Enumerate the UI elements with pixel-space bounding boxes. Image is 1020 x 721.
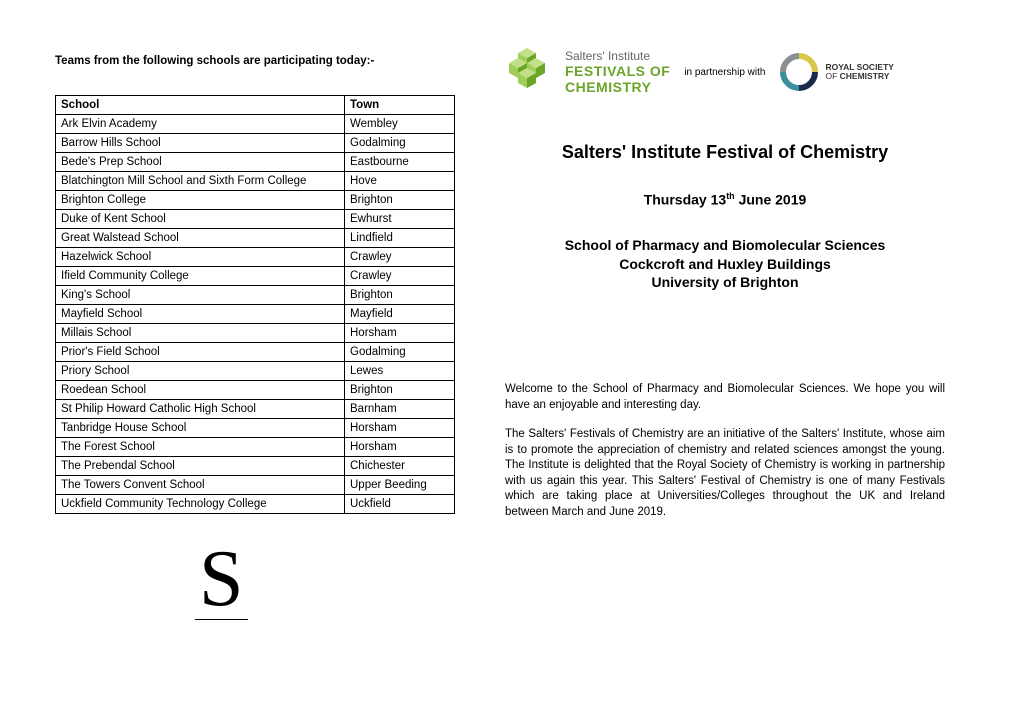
cell-school: Ifield Community College bbox=[56, 267, 345, 286]
welcome-paragraph: Welcome to the School of Pharmacy and Bi… bbox=[505, 382, 945, 413]
schools-table: School Town Ark Elvin AcademyWembleyBarr… bbox=[55, 95, 455, 514]
cell-town: Brighton bbox=[345, 191, 455, 210]
cell-town: Godalming bbox=[345, 134, 455, 153]
cell-town: Mayfield bbox=[345, 305, 455, 324]
table-row: Tanbridge House SchoolHorsham bbox=[56, 419, 455, 438]
date-post: June 2019 bbox=[735, 192, 807, 208]
cell-school: Hazelwick School bbox=[56, 248, 345, 267]
table-row: Great Walstead SchoolLindfield bbox=[56, 229, 455, 248]
about-paragraph: The Salters' Festivals of Chemistry are … bbox=[505, 427, 945, 520]
cell-town: Barnham bbox=[345, 400, 455, 419]
salters-logo-line2: FESTIVALS OF bbox=[565, 63, 670, 79]
date-sup: th bbox=[726, 191, 735, 201]
cell-town: Horsham bbox=[345, 324, 455, 343]
cell-school: Priory School bbox=[56, 362, 345, 381]
cube-icon bbox=[505, 47, 555, 97]
cell-town: Crawley bbox=[345, 248, 455, 267]
cell-school: Brighton College bbox=[56, 191, 345, 210]
cell-town: Horsham bbox=[345, 438, 455, 457]
table-row: The Prebendal SchoolChichester bbox=[56, 457, 455, 476]
venue-line1: School of Pharmacy and Biomolecular Scie… bbox=[505, 236, 945, 255]
venue-line2: Cockcroft and Huxley Buildings bbox=[505, 255, 945, 274]
cell-town: Crawley bbox=[345, 267, 455, 286]
cell-town: Wembley bbox=[345, 115, 455, 134]
venue-line3: University of Brighton bbox=[505, 273, 945, 292]
cell-school: The Forest School bbox=[56, 438, 345, 457]
cell-town: Hove bbox=[345, 172, 455, 191]
table-row: The Towers Convent SchoolUpper Beeding bbox=[56, 476, 455, 495]
cell-school: The Towers Convent School bbox=[56, 476, 345, 495]
table-row: Blatchington Mill School and Sixth Form … bbox=[56, 172, 455, 191]
table-row: Uckfield Community Technology CollegeUck… bbox=[56, 495, 455, 514]
table-header-row: School Town bbox=[56, 96, 455, 115]
salters-logo-line1: Salters' Institute bbox=[565, 49, 670, 63]
intro-line: Teams from the following schools are par… bbox=[55, 55, 455, 67]
table-row: Prior's Field SchoolGodalming bbox=[56, 343, 455, 362]
cell-town: Ewhurst bbox=[345, 210, 455, 229]
cell-school: Millais School bbox=[56, 324, 345, 343]
cell-town: Uckfield bbox=[345, 495, 455, 514]
cell-school: Barrow Hills School bbox=[56, 134, 345, 153]
cell-school: The Prebendal School bbox=[56, 457, 345, 476]
table-row: Barrow Hills SchoolGodalming bbox=[56, 134, 455, 153]
salters-logo-text: Salters' Institute FESTIVALS OF CHEMISTR… bbox=[565, 49, 670, 95]
cell-town: Brighton bbox=[345, 286, 455, 305]
partnership-text: in partnership with bbox=[684, 67, 765, 78]
event-date: Thursday 13th June 2019 bbox=[505, 191, 945, 208]
table-row: Mayfield SchoolMayfield bbox=[56, 305, 455, 324]
table-row: Ark Elvin AcademyWembley bbox=[56, 115, 455, 134]
cell-town: Godalming bbox=[345, 343, 455, 362]
cell-school: St Philip Howard Catholic High School bbox=[56, 400, 345, 419]
logo-row: Salters' Institute FESTIVALS OF CHEMISTR… bbox=[505, 47, 945, 97]
table-row: Hazelwick SchoolCrawley bbox=[56, 248, 455, 267]
date-pre: Thursday 13 bbox=[644, 192, 726, 208]
table-row: Roedean SchoolBrighton bbox=[56, 381, 455, 400]
cell-school: Blatchington Mill School and Sixth Form … bbox=[56, 172, 345, 191]
cell-town: Lindfield bbox=[345, 229, 455, 248]
cell-school: King's School bbox=[56, 286, 345, 305]
table-row: Priory SchoolLewes bbox=[56, 362, 455, 381]
salters-logo: Salters' Institute FESTIVALS OF CHEMISTR… bbox=[505, 47, 670, 97]
cell-town: Upper Beeding bbox=[345, 476, 455, 495]
table-row: Ifield Community CollegeCrawley bbox=[56, 267, 455, 286]
rsc-logo-text: ROYAL SOCIETY OF CHEMISTRY bbox=[825, 63, 894, 82]
cell-town: Eastbourne bbox=[345, 153, 455, 172]
cell-town: Horsham bbox=[345, 419, 455, 438]
decorative-s-glyph: S bbox=[195, 539, 248, 620]
cell-school: Mayfield School bbox=[56, 305, 345, 324]
table-row: Brighton CollegeBrighton bbox=[56, 191, 455, 210]
cell-town: Chichester bbox=[345, 457, 455, 476]
cell-school: Duke of Kent School bbox=[56, 210, 345, 229]
venue-block: School of Pharmacy and Biomolecular Scie… bbox=[505, 236, 945, 293]
table-row: Duke of Kent SchoolEwhurst bbox=[56, 210, 455, 229]
cell-town: Lewes bbox=[345, 362, 455, 381]
cell-school: Prior's Field School bbox=[56, 343, 345, 362]
event-title: Salters' Institute Festival of Chemistry bbox=[505, 142, 945, 163]
rsc-line2-part: CHEMISTRY bbox=[840, 71, 890, 81]
rsc-logo: ROYAL SOCIETY OF CHEMISTRY bbox=[779, 52, 894, 92]
col-town: Town bbox=[345, 96, 455, 115]
table-row: St Philip Howard Catholic High SchoolBar… bbox=[56, 400, 455, 419]
cell-school: Bede's Prep School bbox=[56, 153, 345, 172]
table-row: Millais SchoolHorsham bbox=[56, 324, 455, 343]
table-row: Bede's Prep SchoolEastbourne bbox=[56, 153, 455, 172]
cell-school: Uckfield Community Technology College bbox=[56, 495, 345, 514]
cell-school: Great Walstead School bbox=[56, 229, 345, 248]
table-row: The Forest SchoolHorsham bbox=[56, 438, 455, 457]
table-row: King's SchoolBrighton bbox=[56, 286, 455, 305]
col-school: School bbox=[56, 96, 345, 115]
cell-town: Brighton bbox=[345, 381, 455, 400]
cell-school: Roedean School bbox=[56, 381, 345, 400]
cell-school: Ark Elvin Academy bbox=[56, 115, 345, 134]
rsc-arc-icon bbox=[779, 52, 819, 92]
salters-logo-line3: CHEMISTRY bbox=[565, 79, 670, 95]
cell-school: Tanbridge House School bbox=[56, 419, 345, 438]
